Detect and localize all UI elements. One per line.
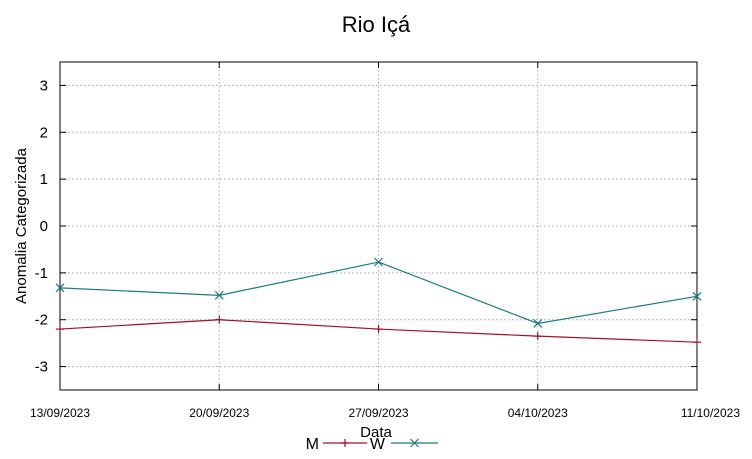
data-point (410, 438, 419, 448)
y-axis-label: Anomalia Categorizada (13, 147, 30, 304)
data-point (693, 338, 701, 347)
y-tick-label: 3 (40, 77, 48, 94)
data-point (533, 332, 542, 341)
data-point (55, 283, 65, 293)
data-point (215, 315, 224, 324)
x-tick-label: 13/09/2023 (30, 406, 90, 420)
data-point (374, 325, 383, 334)
x-tick-label: 20/09/2023 (189, 406, 249, 420)
y-tick-label: -1 (35, 265, 48, 282)
data-point (341, 439, 349, 447)
y-axis: 3 2 1 0 -1 -2 -3 (35, 77, 697, 376)
y-tick-label: 0 (40, 218, 48, 235)
y-tick-label: 1 (40, 171, 48, 188)
legend-label-m: M (306, 436, 319, 453)
y-tick-label: -3 (35, 359, 48, 376)
y-tick-label: 2 (40, 124, 48, 141)
grid-lines (60, 62, 697, 390)
data-point (214, 290, 224, 300)
x-tick-label: 04/10/2023 (508, 406, 568, 420)
x-tick-label: 27/09/2023 (348, 406, 408, 420)
chart-title: Rio Içá (342, 12, 411, 37)
data-point (56, 325, 64, 334)
data-point (374, 257, 383, 267)
data-point (692, 291, 702, 301)
series-group (55, 257, 702, 347)
x-axis: 13/09/2023 20/09/2023 27/09/2023 04/10/2023… (30, 62, 740, 420)
legend-label-w: W (370, 436, 386, 453)
y-tick-label: -2 (35, 312, 48, 329)
x-axis-label: Data (360, 424, 392, 441)
data-point (533, 319, 543, 328)
x-tick-label: 11/10/2023 (681, 406, 740, 420)
